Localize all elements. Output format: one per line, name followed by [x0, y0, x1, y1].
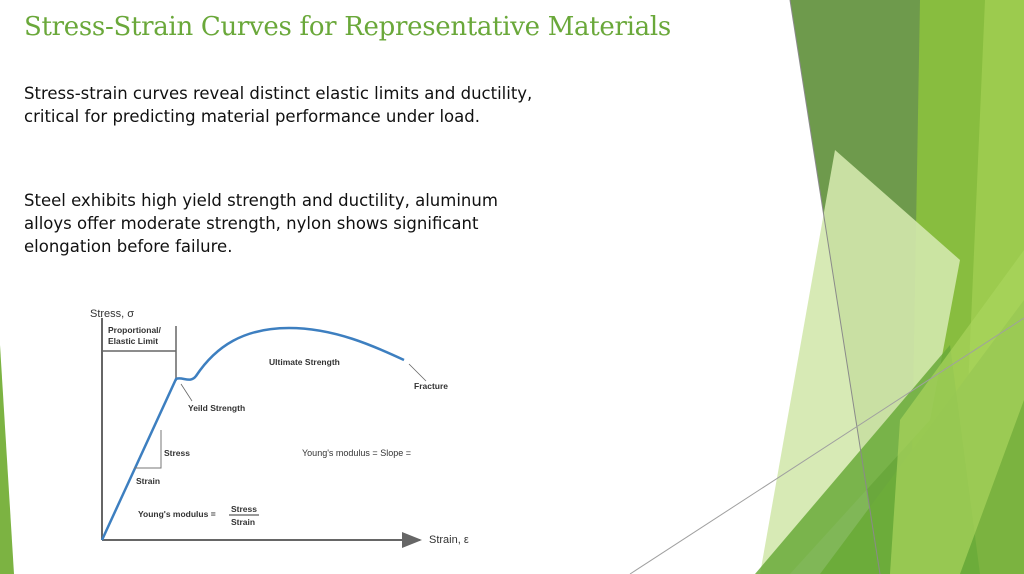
youngs-formula-label: Young's modulus =	[138, 509, 216, 519]
deco-left-sliver	[0, 345, 14, 574]
fraction-numerator: Stress	[231, 504, 257, 514]
strain-label: Strain	[136, 476, 160, 486]
stress-label: Stress	[164, 448, 190, 458]
fraction-denominator: Strain	[231, 517, 255, 527]
yield-label: Yeild Strength	[188, 403, 245, 413]
x-axis-label: Strain, ε	[429, 534, 469, 546]
stress-strain-curve	[100, 326, 405, 541]
deco-line-2	[629, 317, 1024, 574]
fracture-label: Fracture	[414, 381, 448, 391]
deco-triangle-7	[890, 250, 1024, 574]
stress-strain-diagram: Stress, σ Strain, ε Proportional/ Elasti…	[90, 308, 469, 548]
proportional-label-2: Elastic Limit	[108, 336, 158, 346]
proportional-label-1: Proportional/	[108, 325, 162, 335]
youngs-slope-label: Young's modulus = Slope =	[302, 448, 411, 458]
paragraph-2: Steel exhibits high yield strength and d…	[24, 191, 498, 256]
y-axis-label: Stress, σ	[90, 308, 134, 320]
ultimate-label: Ultimate Strength	[269, 357, 340, 367]
deco-triangle-4	[760, 150, 960, 574]
fracture-callout-line	[408, 363, 427, 382]
slide-title: Stress-Strain Curves for Representative …	[24, 12, 671, 42]
slope-triangle	[134, 430, 162, 469]
paragraph-1: Stress-strain curves reveal distinct ela…	[24, 84, 533, 126]
yield-callout-line	[180, 383, 193, 402]
deco-line-1	[789, 0, 881, 574]
